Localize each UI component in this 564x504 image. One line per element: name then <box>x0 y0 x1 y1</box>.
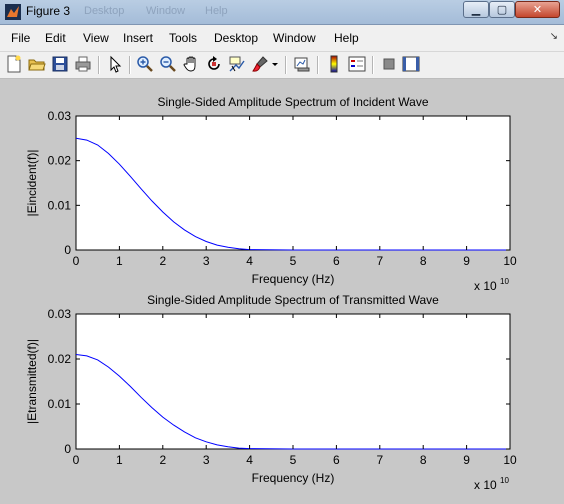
window-title: Figure 3 <box>26 4 71 18</box>
x-tick-label: 4 <box>246 254 253 268</box>
brush-dropdown-icon[interactable] <box>270 55 280 73</box>
x-tick-label: 3 <box>203 254 210 268</box>
brush-icon[interactable] <box>251 55 269 73</box>
menu-file[interactable]: File <box>11 31 31 45</box>
chart-title-transmitted: Single-Sided Amplitude Spectrum of Trans… <box>147 293 439 307</box>
x-tick-label: 9 <box>463 453 470 467</box>
maximize-icon: ▢ <box>496 4 508 16</box>
hide-plot-tools-icon[interactable] <box>380 55 398 73</box>
axes-incident[interactable]: Single-Sided Amplitude Spectrum of Incid… <box>25 95 517 293</box>
x-multiplier-base: x 10 <box>474 279 497 293</box>
x-tick-label: 1 <box>116 254 123 268</box>
insert-colorbar-icon[interactable] <box>325 55 343 73</box>
menu-bar: File Edit View Insert Tools Desktop Wind… <box>0 25 564 52</box>
x-multiplier-base: x 10 <box>474 478 497 492</box>
x-tick-label: 0 <box>73 453 80 467</box>
x-tick-label: 7 <box>376 453 383 467</box>
series-line-incident <box>75 137 510 251</box>
ylabel-transmitted: |Etransmitted(f)| <box>25 339 39 424</box>
menu-tools[interactable]: Tools <box>169 31 198 45</box>
pan-hand-icon[interactable] <box>182 55 200 73</box>
xlabel-transmitted: Frequency (Hz) <box>252 471 335 485</box>
x-tick-label: 10 <box>503 254 517 268</box>
y-tick-label: 0 <box>64 442 71 456</box>
y-tick-label: 0.01 <box>48 397 72 411</box>
edit-plot-arrow-icon[interactable] <box>106 55 124 73</box>
save-icon[interactable] <box>51 55 69 73</box>
toolbar-separator <box>129 56 131 74</box>
x-tick-label: 6 <box>333 453 340 467</box>
menu-view[interactable]: View <box>83 31 109 45</box>
dock-arrow-icon[interactable]: ↘ <box>549 31 558 42</box>
menu-edit[interactable]: Edit <box>45 31 66 45</box>
minimize-icon: ▁ <box>471 4 481 16</box>
rotate-3d-icon[interactable] <box>205 55 223 73</box>
menu-window[interactable]: Window <box>273 31 316 45</box>
ghost-menu-window: Window <box>146 5 186 17</box>
plot-area-incident <box>75 115 511 251</box>
zoom-out-icon[interactable] <box>159 55 177 73</box>
x-multiplier-incident: x 10 10 <box>474 277 509 293</box>
x-multiplier-exponent: 10 <box>500 277 509 286</box>
y-tick-label: 0.01 <box>48 198 72 212</box>
close-icon: ✕ <box>532 4 543 16</box>
new-figure-icon[interactable] <box>5 55 23 73</box>
x-tick-label: 2 <box>159 254 166 268</box>
toolbar-separator <box>317 56 319 74</box>
toolbar-separator <box>372 56 374 74</box>
x-tick-label: 7 <box>376 254 383 268</box>
maximize-button[interactable]: ▢ <box>489 1 515 18</box>
ylabel-incident: |Eincident(f)| <box>25 150 39 217</box>
x-tick-label: 2 <box>159 453 166 467</box>
x-tick-label: 5 <box>290 254 297 268</box>
show-plot-tools-icon[interactable] <box>402 55 420 73</box>
x-tick-label: 6 <box>333 254 340 268</box>
x-tick-label: 8 <box>420 254 427 268</box>
figure-toolbar <box>0 52 564 79</box>
plot-area-transmitted <box>75 313 511 450</box>
y-tick-label: 0 <box>64 243 71 257</box>
ghost-menu-desktop: Desktop <box>84 5 125 17</box>
y-tick-label: 0.02 <box>48 154 72 168</box>
y-tick-label: 0.03 <box>48 109 72 123</box>
data-cursor-icon[interactable] <box>228 55 246 73</box>
x-multiplier-transmitted: x 10 10 <box>474 476 509 492</box>
chart-title-incident: Single-Sided Amplitude Spectrum of Incid… <box>157 95 428 109</box>
open-file-icon[interactable] <box>28 55 46 73</box>
ticks-incident: 0 1 2 3 4 5 6 7 8 9 10 0 0.01 0.02 0.03 <box>48 109 517 268</box>
menu-insert[interactable]: Insert <box>123 31 154 45</box>
zoom-in-icon[interactable] <box>136 55 154 73</box>
toolbar-separator <box>98 56 100 74</box>
link-plot-icon[interactable] <box>293 55 311 73</box>
xlabel-incident: Frequency (Hz) <box>252 272 335 286</box>
x-multiplier-exponent: 10 <box>500 476 509 485</box>
ticks-transmitted: 0 1 2 3 4 5 6 7 8 9 10 0 0.01 0.02 0.03 <box>48 307 517 467</box>
x-tick-label: 9 <box>463 254 470 268</box>
minimize-button[interactable]: ▁ <box>463 1 489 18</box>
x-tick-label: 3 <box>203 453 210 467</box>
matlab-figure-icon <box>5 4 21 20</box>
figure-canvas: Single-Sided Amplitude Spectrum of Incid… <box>0 79 564 499</box>
print-icon[interactable] <box>74 55 92 73</box>
x-tick-label: 10 <box>503 453 517 467</box>
ghost-menu-help: Help <box>205 5 228 17</box>
menu-help[interactable]: Help <box>334 31 359 45</box>
y-tick-label: 0.03 <box>48 307 72 321</box>
x-tick-label: 8 <box>420 453 427 467</box>
figure-plots: Single-Sided Amplitude Spectrum of Incid… <box>25 95 517 492</box>
x-tick-label: 0 <box>73 254 80 268</box>
insert-legend-icon[interactable] <box>348 55 366 73</box>
x-tick-label: 5 <box>290 453 297 467</box>
toolbar-separator <box>285 56 287 74</box>
x-tick-label: 1 <box>116 453 123 467</box>
x-tick-label: 4 <box>246 453 253 467</box>
axes-transmitted[interactable]: Single-Sided Amplitude Spectrum of Trans… <box>25 293 517 492</box>
close-button[interactable]: ✕ <box>515 1 560 18</box>
series-line-transmitted <box>75 354 510 450</box>
menu-desktop[interactable]: Desktop <box>214 31 259 45</box>
y-tick-label: 0.02 <box>48 352 72 366</box>
window-titlebar: Figure 3 Desktop Window Help ▁ ▢ ✕ <box>0 0 564 25</box>
